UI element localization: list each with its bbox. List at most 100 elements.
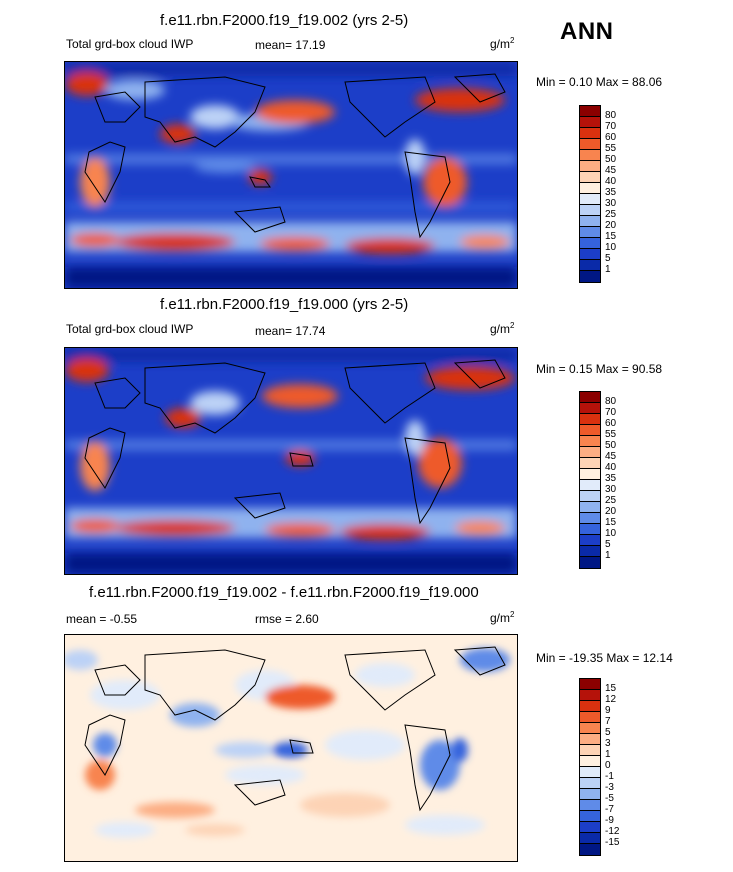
colorbar-tick: 15	[605, 231, 617, 242]
colorbar-swatch	[580, 822, 600, 833]
colorbar-tick: 80	[605, 110, 617, 121]
colorbar-tick: 35	[605, 473, 617, 484]
colorbar-swatch	[580, 216, 600, 227]
panel-3-rmse-label: rmse = 2.60	[255, 612, 319, 626]
colorbar-swatch	[580, 811, 600, 822]
colorbar-swatch	[580, 227, 600, 238]
colorbar-tick: 15	[605, 683, 617, 694]
panel-2-title: f.e11.rbn.F2000.f19_f19.000 (yrs 2-5)	[160, 296, 409, 313]
panel-2-units: g/m2	[490, 321, 515, 336]
colorbar-tick: 70	[605, 407, 617, 418]
colorbar-tick: -12	[605, 826, 620, 837]
colorbar-swatch	[580, 524, 600, 535]
colorbar-swatch	[580, 117, 600, 128]
colorbar-tick: 10	[605, 528, 617, 539]
panel-1-map	[64, 61, 518, 289]
panel-2-variable-label: Total grd-box cloud IWP	[66, 322, 194, 336]
colorbar-swatch	[580, 690, 600, 701]
panel-1-colorbar	[579, 105, 601, 283]
panel-3-minmax: Min = -19.35 Max = 12.14	[536, 651, 673, 665]
colorbar-tick: 9	[605, 705, 611, 716]
colorbar-swatch	[580, 403, 600, 414]
colorbar-swatch	[580, 128, 600, 139]
panel-2-colorbar	[579, 391, 601, 569]
colorbar-tick: 20	[605, 506, 617, 517]
colorbar-swatch	[580, 767, 600, 778]
colorbar-tick: -1	[605, 771, 614, 782]
season-label: ANN	[560, 18, 614, 45]
colorbar-tick: 12	[605, 694, 617, 705]
panel-3-title: f.e11.rbn.F2000.f19_f19.002 - f.e11.rbn.…	[89, 584, 479, 601]
colorbar-tick: -5	[605, 793, 614, 804]
colorbar-tick: 15	[605, 517, 617, 528]
colorbar-tick: 80	[605, 396, 617, 407]
colorbar-swatch	[580, 392, 600, 403]
colorbar-tick: 25	[605, 495, 617, 506]
colorbar-swatch	[580, 183, 600, 194]
colorbar-swatch	[580, 205, 600, 216]
colorbar-tick: -7	[605, 804, 614, 815]
colorbar-swatch	[580, 557, 600, 568]
colorbar-swatch	[580, 194, 600, 205]
colorbar-tick: 50	[605, 154, 617, 165]
colorbar-swatch	[580, 513, 600, 524]
panel-3-colorbar	[579, 678, 601, 856]
colorbar-tick: 1	[605, 749, 611, 760]
colorbar-tick: -15	[605, 837, 620, 848]
colorbar-tick: 40	[605, 462, 617, 473]
panel-1-map-field	[65, 62, 517, 288]
colorbar-swatch	[580, 535, 600, 546]
panel-3-units: g/m2	[490, 610, 515, 625]
colorbar-tick: 55	[605, 429, 617, 440]
panel-2-mean-label: mean= 17.74	[255, 324, 326, 338]
colorbar-tick: 1	[605, 264, 611, 275]
panel-3-map	[64, 634, 518, 862]
colorbar-swatch	[580, 800, 600, 811]
colorbar-tick: 5	[605, 539, 611, 550]
colorbar-swatch	[580, 238, 600, 249]
colorbar-tick: 5	[605, 253, 611, 264]
panel-1-title: f.e11.rbn.F2000.f19_f19.002 (yrs 2-5)	[160, 12, 409, 29]
colorbar-swatch	[580, 546, 600, 557]
colorbar-swatch	[580, 756, 600, 767]
colorbar-tick: 1	[605, 550, 611, 561]
colorbar-swatch	[580, 844, 600, 855]
colorbar-swatch	[580, 172, 600, 183]
colorbar-tick: 3	[605, 738, 611, 749]
colorbar-tick: 30	[605, 484, 617, 495]
colorbar-tick: 10	[605, 242, 617, 253]
colorbar-swatch	[580, 425, 600, 436]
colorbar-swatch	[580, 161, 600, 172]
colorbar-swatch	[580, 458, 600, 469]
colorbar-swatch	[580, 271, 600, 282]
colorbar-swatch	[580, 436, 600, 447]
panel-1-mean-label: mean= 17.19	[255, 38, 326, 52]
panel-1-variable-label: Total grd-box cloud IWP	[66, 37, 194, 51]
colorbar-swatch	[580, 480, 600, 491]
colorbar-tick: 40	[605, 176, 617, 187]
colorbar-swatch	[580, 701, 600, 712]
colorbar-swatch	[580, 491, 600, 502]
colorbar-swatch	[580, 745, 600, 756]
colorbar-tick: 20	[605, 220, 617, 231]
colorbar-tick: 70	[605, 121, 617, 132]
panel-2-minmax: Min = 0.15 Max = 90.58	[536, 362, 663, 376]
panel-2-map	[64, 347, 518, 575]
panel-3-mean-label: mean = -0.55	[66, 612, 138, 626]
panel-3-map-field	[65, 635, 517, 861]
colorbar-swatch	[580, 723, 600, 734]
colorbar-swatch	[580, 139, 600, 150]
colorbar-swatch	[580, 679, 600, 690]
colorbar-tick: 35	[605, 187, 617, 198]
colorbar-tick: 60	[605, 418, 617, 429]
colorbar-tick: 30	[605, 198, 617, 209]
colorbar-tick: 7	[605, 716, 611, 727]
colorbar-swatch	[580, 447, 600, 458]
colorbar-tick: -9	[605, 815, 614, 826]
panel-1-minmax: Min = 0.10 Max = 88.06	[536, 75, 663, 89]
colorbar-tick: 45	[605, 451, 617, 462]
colorbar-swatch	[580, 469, 600, 480]
colorbar-swatch	[580, 106, 600, 117]
colorbar-tick: 0	[605, 760, 611, 771]
colorbar-swatch	[580, 789, 600, 800]
